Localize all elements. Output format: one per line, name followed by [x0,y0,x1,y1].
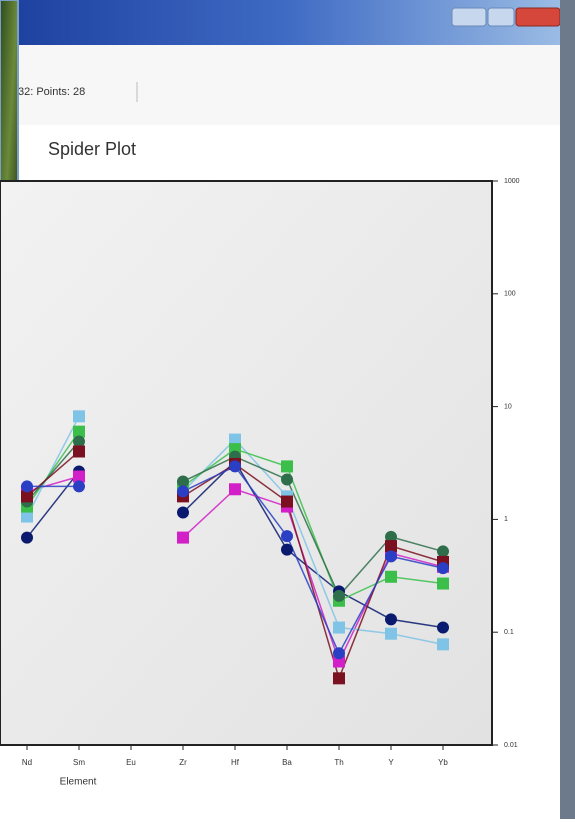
y-tick-label: 10 [504,403,512,410]
maximize-button[interactable] [488,8,514,26]
marker [385,550,397,562]
marker [437,562,449,574]
marker [229,483,241,495]
x-axis-label: Element [60,777,97,788]
marker [281,530,293,542]
marker [21,480,33,492]
y-tick-label: 0.01 [504,742,518,749]
close-button[interactable] [516,8,560,26]
window-border [560,0,575,819]
marker [437,545,449,557]
window: 32: Points: 28 Spider Plot Element 1000 1… [0,0,575,819]
minimize-button[interactable] [452,8,486,26]
marker [73,445,85,457]
y-tick-label: 0.1 [504,629,514,636]
marker [177,532,189,544]
marker [281,460,293,472]
marker [385,571,397,583]
marker [281,496,293,508]
marker [385,628,397,640]
marker [73,410,85,422]
marker [437,578,449,590]
plot-area [0,181,492,745]
marker [177,507,189,519]
page: 32: Points: 28 Spider Plot Element 1000 1… [0,0,575,819]
marker [229,460,241,472]
x-tick-label: Zr [179,758,187,767]
chart-title: Spider Plot [48,139,136,159]
marker [333,672,345,684]
marker [385,540,397,552]
marker [21,532,33,544]
x-tick-label: Yb [438,758,448,767]
marker [437,638,449,650]
x-tick-label: Th [334,758,343,767]
marker [281,473,293,485]
marker [333,590,345,602]
x-tick-label: Ba [282,758,292,767]
marker [333,622,345,634]
x-tick-label: Nd [22,758,32,767]
x-tick-label: Y [388,758,394,767]
y-tick-label: 100 [504,291,516,298]
marker [281,544,293,556]
marker [73,480,85,492]
x-tick-label: Eu [126,758,136,767]
y-tick-label: 1000 [504,178,520,185]
status-text: 32: Points: 28 [18,86,85,98]
marker [333,647,345,659]
marker [385,613,397,625]
y-tick-label: 1 [504,516,508,523]
marker [437,622,449,634]
marker [177,485,189,497]
x-tick-label: Sm [73,758,85,767]
x-tick-label: Hf [231,758,240,767]
